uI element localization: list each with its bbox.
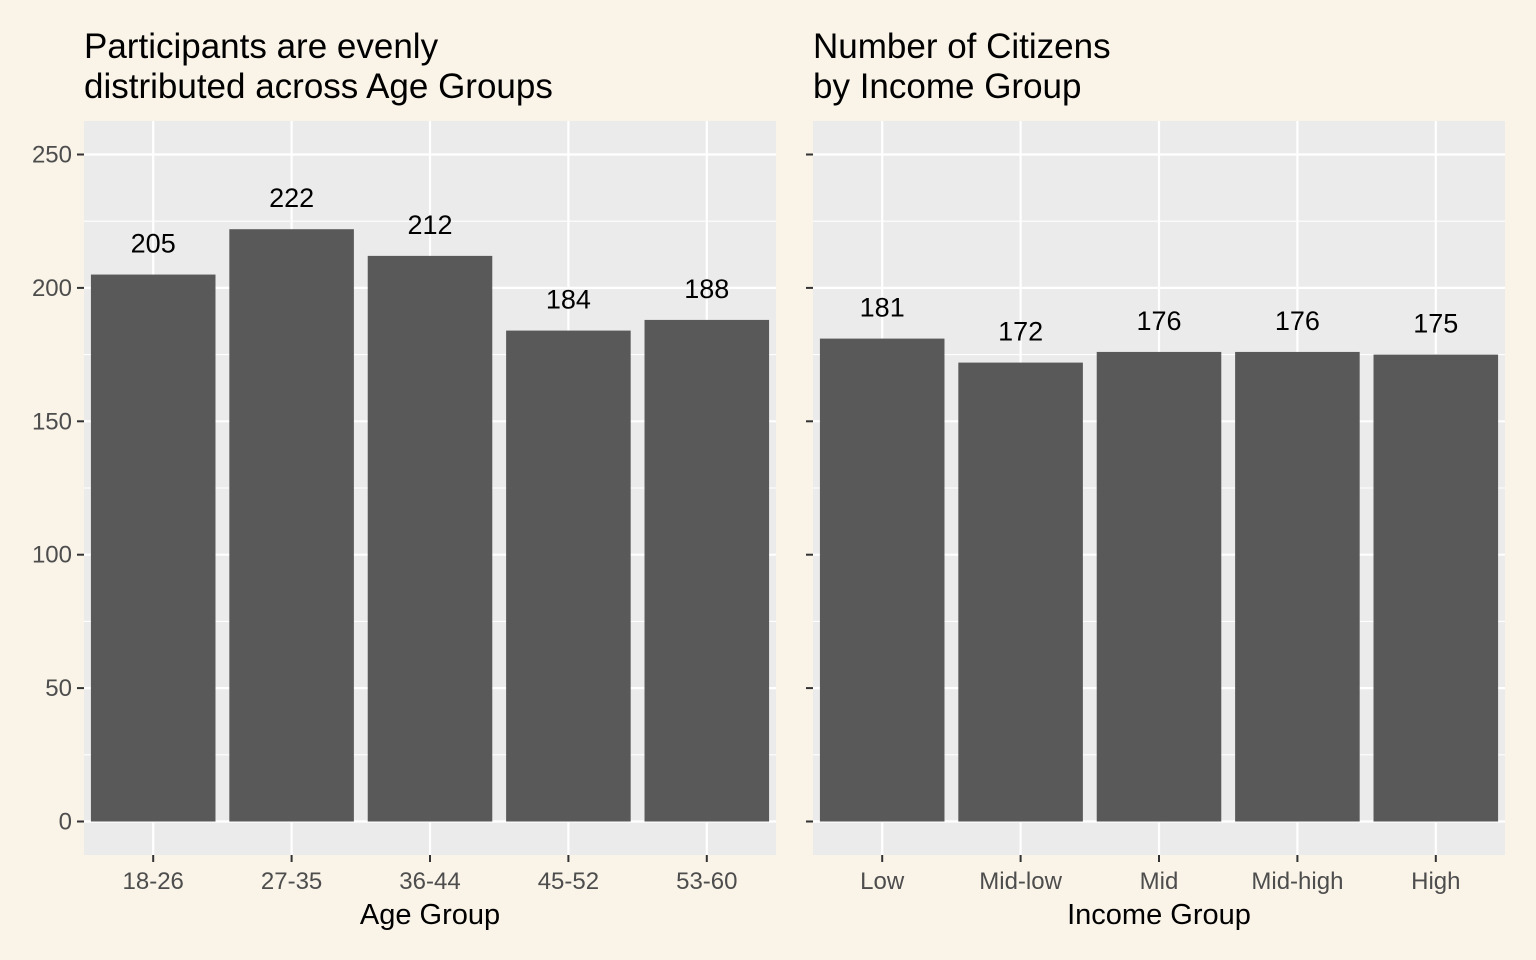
income-x-tick-label: Low xyxy=(860,868,905,895)
age-x-tick-label: 53-60 xyxy=(676,868,737,895)
income-bar-low xyxy=(819,338,945,822)
income-bar-value-label: 181 xyxy=(860,293,905,323)
income-group-chart: Number of Citizens by Income Group 181 Lo… xyxy=(806,27,1505,931)
age-bar-36-44 xyxy=(367,255,493,822)
age-y-tick-label: 250 xyxy=(32,142,72,169)
income-bar-value-label: 175 xyxy=(1413,309,1458,339)
age-y-tick-label: 0 xyxy=(59,809,72,836)
income-bar-mid-high xyxy=(1235,351,1360,822)
age-x-tick-label: 18-26 xyxy=(123,868,184,895)
age-y-tick-label: 100 xyxy=(32,542,72,569)
age-group-chart: Participants are evenly distributed acro… xyxy=(32,27,776,931)
income-bar-value-label: 176 xyxy=(1136,306,1181,336)
age-chart-title-line-1: Participants are evenly xyxy=(84,27,439,66)
age-x-tick-label: 27-35 xyxy=(261,868,322,895)
age-chart-x-axis-title: Age Group xyxy=(360,899,500,931)
age-bar-value-label: 188 xyxy=(684,274,729,304)
age-y-tick-label: 200 xyxy=(32,275,72,302)
age-x-tick-label: 45-52 xyxy=(538,868,599,895)
age-bar-27-35 xyxy=(229,229,354,822)
income-bar-value-label: 176 xyxy=(1275,306,1320,336)
income-chart-title-line-1: Number of Citizens xyxy=(813,27,1111,66)
age-chart-plot-area: 0 50 100 150 200 250 205 18-26 222 27-35 212 36-44 1… xyxy=(32,121,776,895)
age-bar-value-label: 212 xyxy=(407,210,452,240)
age-bar-value-label: 184 xyxy=(546,285,591,315)
income-x-tick-label: High xyxy=(1411,868,1460,895)
age-x-tick-label: 36-44 xyxy=(399,868,460,895)
income-bar-high xyxy=(1373,354,1499,822)
income-x-tick-label: Mid xyxy=(1140,868,1179,895)
income-bar-mid xyxy=(1096,351,1222,822)
income-chart-plot-area: 181 Low 172 Mid-low 176 Mid 176 Mid-high 175 High xyxy=(806,121,1505,895)
age-chart-title-line-2: distributed across Age Groups xyxy=(84,67,553,106)
age-y-tick-label: 50 xyxy=(45,675,72,702)
age-y-tick-label: 150 xyxy=(32,408,72,435)
income-bar-mid-low xyxy=(958,362,1083,822)
income-bar-value-label: 172 xyxy=(998,317,1043,347)
age-bar-18-26 xyxy=(90,274,216,822)
age-bar-53-60 xyxy=(644,319,770,822)
age-bar-value-label: 205 xyxy=(131,229,176,259)
income-x-tick-label: Mid-low xyxy=(979,868,1062,895)
age-bar-value-label: 222 xyxy=(269,183,314,213)
income-chart-title-line-2: by Income Group xyxy=(813,67,1081,106)
income-x-tick-label: Mid-high xyxy=(1251,868,1343,895)
income-chart-x-axis-title: Income Group xyxy=(1067,899,1251,931)
age-bar-45-52 xyxy=(506,330,631,822)
